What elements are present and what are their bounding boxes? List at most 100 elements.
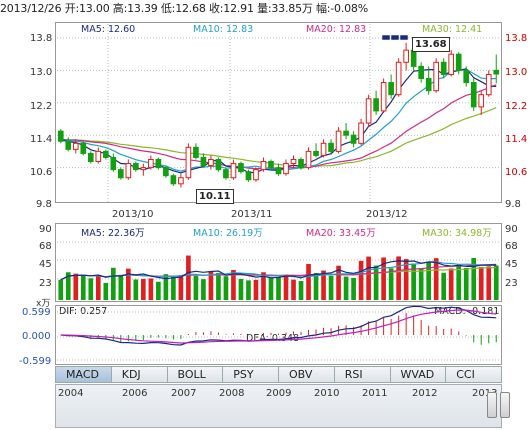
candle-body	[178, 177, 184, 185]
tab-kdj[interactable]: KDJ	[111, 366, 168, 383]
volume-bar	[73, 273, 79, 300]
price-y-tick-left: 13.0	[30, 67, 53, 78]
candle-body	[283, 163, 289, 175]
volume-bar	[193, 275, 199, 300]
candle-body	[215, 159, 222, 171]
tab-cci[interactable]: CCI	[446, 366, 502, 383]
ma5-legend: MA5: 12.60	[81, 24, 136, 35]
volume-bar	[216, 272, 221, 300]
price-y-tick-left: 12.2	[30, 101, 53, 112]
candle-body	[260, 161, 267, 171]
tab-rsi[interactable]: RSI	[334, 366, 391, 383]
candle-body	[395, 61, 402, 96]
candle-body	[65, 140, 72, 150]
tab-obv[interactable]: OBV	[279, 366, 335, 383]
candle-body	[320, 142, 327, 156]
volume-bar	[411, 263, 416, 300]
volume-bar	[133, 279, 139, 300]
macd-y-tick: 0.599	[22, 307, 51, 318]
volume-bar	[456, 264, 462, 300]
candle-body	[313, 150, 319, 156]
volume-bar	[313, 272, 319, 300]
timeline-navigator[interactable]: 2004 2006 2007 2008 2009 2010 2011 2012 …	[55, 384, 502, 428]
high-price-callout: 13.68	[412, 37, 450, 52]
volume-bar	[171, 275, 176, 300]
timeline-right-handle[interactable]	[500, 392, 510, 418]
vol-ma30-legend: MA30: 34.98万	[422, 228, 492, 239]
volume-bar	[231, 270, 236, 300]
tab-macd[interactable]: MACD	[55, 366, 112, 383]
volume-bar	[276, 276, 281, 300]
volume-bar	[283, 274, 289, 300]
volume-bar	[441, 272, 447, 300]
volume-bar	[163, 274, 169, 300]
candle-body	[335, 130, 342, 152]
timeline-year: 2004	[58, 388, 84, 399]
volume-bar	[178, 275, 184, 300]
volume-bar	[328, 275, 334, 300]
candle-body	[245, 171, 252, 181]
candle-body	[433, 61, 440, 92]
tab-wvad[interactable]: WVAD	[390, 366, 447, 383]
candle-body	[305, 150, 312, 169]
candle-body	[485, 73, 492, 96]
candle-body	[223, 169, 229, 179]
price-x-tick: 2013/11	[231, 209, 273, 220]
candle-body	[268, 161, 274, 169]
candle-body	[470, 82, 477, 108]
event-marker	[399, 34, 409, 41]
candle-body	[493, 69, 500, 75]
vol-ma20-legend: MA20: 33.45万	[306, 228, 376, 239]
candle-body	[87, 152, 94, 163]
candle-body	[448, 53, 455, 75]
volume-bar	[88, 278, 94, 300]
dif-legend: DIF: 0.257	[59, 306, 108, 317]
timeline-year: 2011	[362, 388, 388, 399]
candle-body	[110, 156, 117, 171]
macd-y-tick: -0.599	[19, 356, 52, 367]
volume-bar	[306, 264, 311, 300]
price-y-tick-left: 9.8	[36, 199, 52, 210]
volume-bar	[366, 256, 371, 300]
volume-bar	[253, 279, 259, 300]
candle-body	[388, 82, 394, 96]
timeline-year: 2007	[171, 388, 197, 399]
candle-body	[380, 82, 387, 112]
volume-bar	[223, 276, 229, 300]
volume-bar	[118, 274, 124, 300]
volume-bar	[65, 272, 71, 300]
price-y-tick-right: 9.8	[505, 199, 521, 210]
price-y-tick-right: 13.0	[505, 67, 528, 78]
timeline-left-handle[interactable]	[487, 392, 497, 418]
price-y-tick-right: 12.2	[505, 101, 528, 112]
candle-body	[72, 142, 79, 150]
volume-bar	[358, 260, 364, 300]
candle-body	[455, 53, 462, 71]
volume-bar	[426, 262, 431, 300]
candle-body	[208, 159, 214, 167]
price-y-tick-right: 11.4	[505, 134, 528, 145]
candle-body	[478, 94, 485, 108]
macd-y-tick: 0.000	[22, 331, 51, 342]
volume-unit-label: x万	[36, 299, 51, 309]
candle-body	[358, 122, 364, 144]
tab-boll[interactable]: BOLL	[167, 366, 224, 383]
volume-bar	[298, 281, 304, 300]
volume-bar	[433, 258, 439, 300]
volume-bar	[110, 267, 116, 300]
price-y-tick-left: 10.6	[30, 167, 53, 178]
candle-body	[133, 163, 139, 171]
volume-y-tick: 23	[39, 278, 52, 289]
macd-legend: MACD: -0.181	[434, 306, 500, 317]
candle-body	[148, 159, 154, 169]
tab-psy[interactable]: PSY	[223, 366, 279, 383]
candle-body	[80, 142, 87, 154]
timeline-year: 2008	[219, 388, 245, 399]
volume-bar	[396, 256, 401, 300]
volume-bar	[148, 278, 154, 300]
volume-bar	[208, 271, 214, 300]
volume-bar	[478, 266, 484, 300]
price-y-tick-right: 13.8	[505, 33, 528, 44]
volume-bar	[186, 255, 191, 300]
